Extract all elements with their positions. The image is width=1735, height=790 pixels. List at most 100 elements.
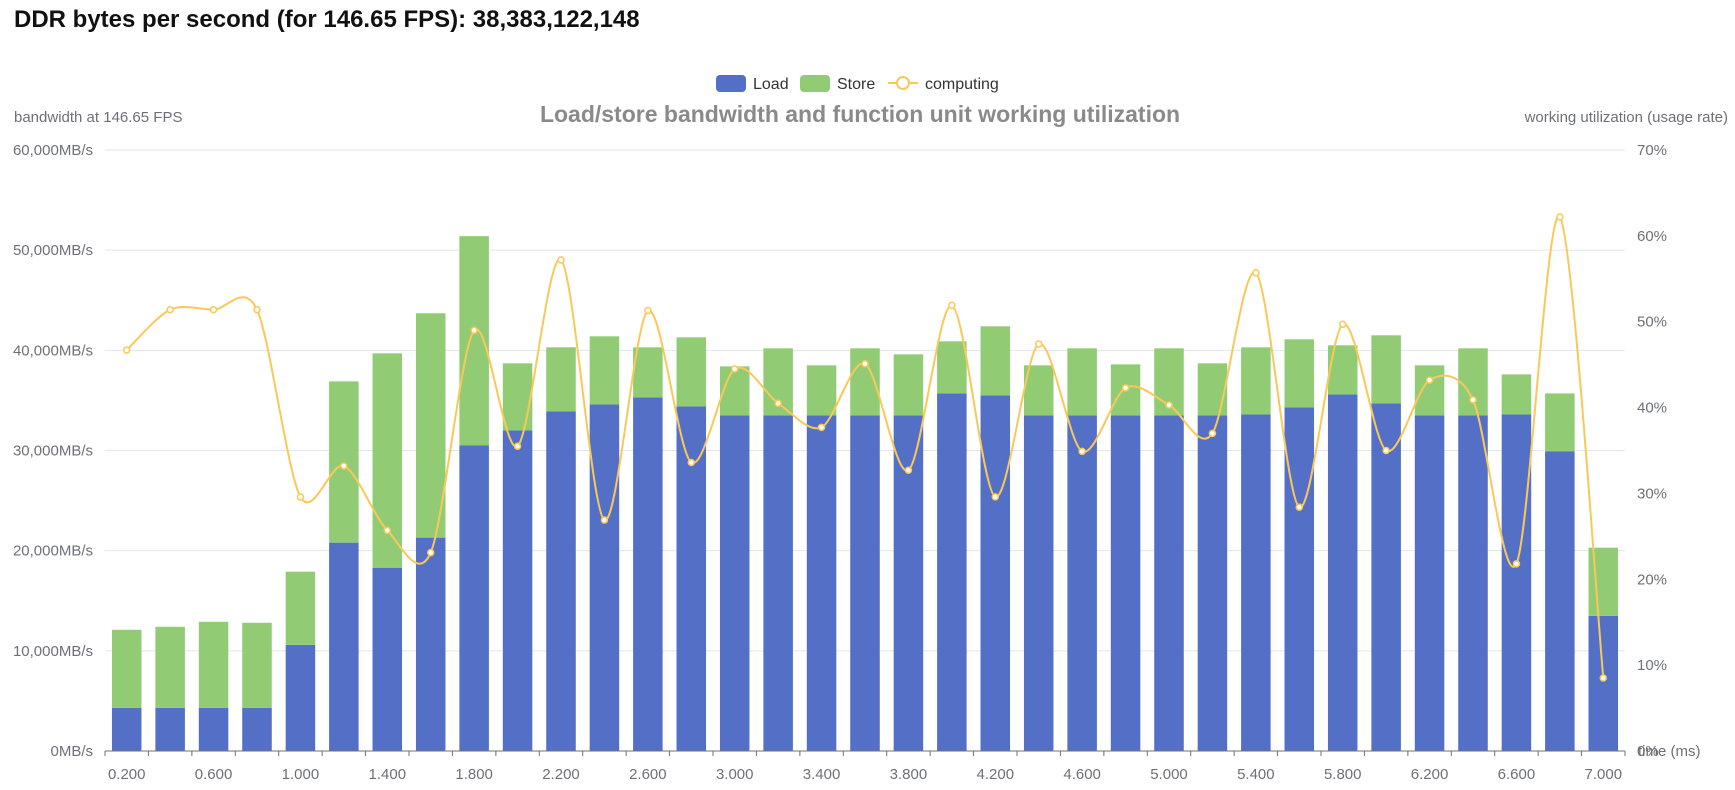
legend-item-load[interactable]: Load: [716, 75, 789, 93]
computing-point[interactable]: [1295, 503, 1304, 511]
computing-point[interactable]: [122, 346, 131, 354]
bar-store[interactable]: [155, 626, 185, 708]
computing-point[interactable]: [991, 493, 1000, 501]
bar-store[interactable]: [1197, 363, 1228, 416]
bar-load[interactable]: [546, 411, 576, 751]
bar-store[interactable]: [372, 353, 403, 568]
computing-point[interactable]: [296, 493, 305, 501]
computing-point[interactable]: [1338, 320, 1347, 329]
computing-point[interactable]: [1469, 396, 1477, 404]
bar-load[interactable]: [893, 415, 924, 751]
bar-store[interactable]: [111, 629, 142, 708]
bar-load[interactable]: [633, 397, 663, 751]
computing-point[interactable]: [1252, 269, 1260, 277]
bar-store[interactable]: [198, 621, 229, 708]
computing-point[interactable]: [1034, 340, 1043, 348]
computing-point[interactable]: [253, 305, 261, 314]
computing-point[interactable]: [1078, 447, 1086, 456]
bar-store[interactable]: [1284, 339, 1315, 408]
bar-load[interactable]: [415, 537, 446, 751]
bar-load[interactable]: [980, 395, 1011, 751]
computing-point[interactable]: [1425, 376, 1434, 384]
bar-store[interactable]: [676, 337, 707, 407]
bar-load[interactable]: [1110, 415, 1141, 751]
bar-load[interactable]: [502, 430, 533, 751]
bar-load[interactable]: [372, 567, 403, 751]
bar-store[interactable]: [1414, 365, 1445, 416]
bar-load[interactable]: [1501, 414, 1532, 751]
bar-store[interactable]: [1241, 347, 1271, 415]
bar-store[interactable]: [1023, 365, 1054, 416]
computing-point[interactable]: [383, 526, 392, 535]
bar-store[interactable]: [1588, 547, 1619, 616]
computing-point[interactable]: [600, 516, 609, 524]
bar-load[interactable]: [1284, 407, 1315, 751]
bar-load[interactable]: [1545, 451, 1575, 751]
computing-point[interactable]: [1208, 429, 1217, 438]
legend-item-store[interactable]: Store: [800, 75, 875, 93]
computing-point[interactable]: [774, 399, 782, 408]
computing-point[interactable]: [470, 326, 478, 335]
computing-point[interactable]: [340, 462, 348, 470]
bar-load[interactable]: [285, 644, 316, 751]
bar-load[interactable]: [1371, 403, 1401, 751]
bar-store[interactable]: [242, 622, 272, 708]
computing-point[interactable]: [817, 423, 826, 432]
bar-store[interactable]: [285, 571, 316, 645]
bar-store[interactable]: [980, 326, 1011, 396]
computing-point[interactable]: [948, 301, 956, 310]
bar-store[interactable]: [1067, 348, 1097, 416]
computing-point[interactable]: [1382, 446, 1390, 455]
computing-point[interactable]: [426, 548, 435, 557]
computing-point[interactable]: [513, 442, 522, 450]
bar-load[interactable]: [1327, 394, 1358, 751]
computing-point[interactable]: [644, 306, 652, 315]
computing-point[interactable]: [166, 305, 174, 314]
computing-point[interactable]: [730, 365, 739, 373]
bar-load[interactable]: [1241, 414, 1271, 751]
bar-load[interactable]: [1458, 415, 1488, 751]
bar-load[interactable]: [155, 707, 185, 751]
bar-store[interactable]: [893, 354, 924, 416]
bar-store[interactable]: [1501, 374, 1532, 415]
bar-load[interactable]: [1154, 415, 1184, 751]
computing-point[interactable]: [1512, 560, 1521, 568]
computing-point[interactable]: [1556, 213, 1564, 221]
bar-store[interactable]: [633, 347, 663, 398]
bar-store[interactable]: [1458, 348, 1488, 416]
bar-load[interactable]: [111, 707, 142, 751]
bar-load[interactable]: [719, 415, 750, 751]
bar-load[interactable]: [329, 542, 359, 751]
bar-load[interactable]: [198, 707, 229, 751]
bar-load[interactable]: [589, 404, 620, 751]
computing-point[interactable]: [557, 256, 565, 264]
computing-point[interactable]: [687, 458, 696, 467]
computing-point[interactable]: [1165, 401, 1173, 409]
bar-store[interactable]: [1545, 393, 1575, 452]
bar-store[interactable]: [589, 336, 620, 405]
computing-point[interactable]: [861, 360, 869, 368]
bar-store[interactable]: [546, 347, 576, 412]
bar-store[interactable]: [502, 363, 533, 431]
bar-load[interactable]: [1067, 415, 1097, 751]
bar-load[interactable]: [1414, 415, 1445, 751]
bar-load[interactable]: [850, 415, 880, 751]
bar-load[interactable]: [763, 415, 793, 751]
computing-point[interactable]: [904, 466, 913, 474]
computing-point[interactable]: [209, 305, 218, 314]
bar-load[interactable]: [1588, 615, 1619, 751]
bar-load[interactable]: [937, 393, 967, 751]
computing-point[interactable]: [1121, 384, 1130, 392]
bar-store[interactable]: [329, 381, 359, 543]
bar-load[interactable]: [459, 445, 489, 751]
bar-store[interactable]: [937, 341, 967, 394]
bar-load[interactable]: [1023, 415, 1054, 751]
bar-load[interactable]: [1197, 415, 1228, 751]
bar-store[interactable]: [1371, 335, 1401, 404]
legend-item-computing[interactable]: computing: [888, 76, 999, 93]
bar-store[interactable]: [806, 365, 837, 416]
bar-load[interactable]: [806, 415, 837, 751]
bar-load[interactable]: [676, 406, 707, 751]
bar-store[interactable]: [719, 366, 750, 416]
bar-load[interactable]: [242, 707, 272, 751]
